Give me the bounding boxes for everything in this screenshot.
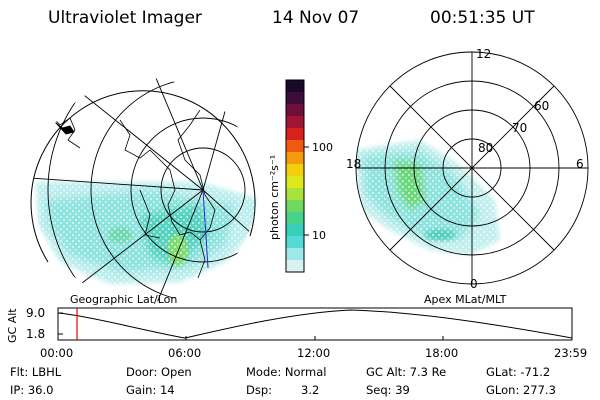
altitude-xtick-0000: 00:00 [40,346,74,360]
mlat-label-80: 80 [478,141,493,155]
mode-readout: Mode: Normal [246,365,327,379]
colorbar-unit-label: photon cm⁻²s⁻¹ [268,155,281,240]
colorbar-swatch [286,140,304,153]
colorbar-swatch [286,80,304,93]
altitude-ylabel: GC Alt [6,308,19,343]
ip-readout: IP: 36.0 [10,383,54,397]
altitude-ytick-high: 9.0 [26,306,45,320]
colorbar-swatch [286,200,304,213]
colorbar-swatch [286,188,304,201]
geographic-panel-label: Geographic Lat/Lon [70,293,178,306]
glat-readout: GLat: -71.2 [486,365,551,379]
sequence-readout: Seq: 39 [366,383,410,397]
colorbar-swatch [286,260,304,273]
colorbar-swatch [286,164,304,177]
colorbar-swatch [286,152,304,165]
dsp-value: 3.2 [301,383,320,397]
altitude-xtick-2359: 23:59 [554,346,588,360]
magnetic-polar-panel: 12 18 6 0 80 70 60 [346,47,589,291]
colorbar-swatch [286,212,304,225]
colorbar-swatch [286,104,304,117]
geographic-map-panel [30,78,257,302]
time-readout: 00:51:35 UT [430,8,535,28]
gc-altitude-readout: GC Alt: 7.3 Re [366,365,447,379]
terminator-line [202,189,209,269]
dsp-label: Dsp: [246,383,273,397]
mlt-label-18: 18 [346,157,361,171]
colorbar-swatch [286,92,304,105]
colorbar-swatch [286,236,304,249]
app-title: Ultraviolet Imager [48,8,202,28]
mlat-label-70: 70 [512,121,527,135]
magnetic-panel-label: Apex MLat/MLT [424,293,507,306]
altitude-xtick-1200: 12:00 [297,346,331,360]
colorbar-swatch [286,128,304,141]
gain-readout: Gain: 14 [126,383,175,397]
mlt-label-0: 0 [470,277,478,291]
mlt-label-6: 6 [576,157,584,171]
colorbar-swatch [286,116,304,129]
colorbar [285,79,305,273]
door-readout: Door: Open [126,365,192,379]
altitude-timeline-plot: GC Alt 9.0 1.8 [6,306,573,343]
filter-readout: Flt: LBHL [10,365,62,379]
altitude-ytick-low: 1.8 [26,327,45,341]
colorbar-swatch [286,248,304,261]
altitude-xtick-0600: 06:00 [168,346,202,360]
magnetic-aurora-image [356,140,500,255]
colorbar-swatch [286,176,304,189]
altitude-xtick-1800: 18:00 [425,346,459,360]
colorbar-tick-label-10: 10 [312,229,326,242]
mlt-label-12: 12 [476,47,491,61]
colorbar-frame [285,79,305,273]
colorbar-tick-label-100: 100 [312,141,333,154]
date-readout: 14 Nov 07 [272,8,360,28]
glon-readout: GLon: 277.3 [486,383,556,397]
colorbar-swatch [286,224,304,237]
mlat-label-60: 60 [534,99,549,113]
